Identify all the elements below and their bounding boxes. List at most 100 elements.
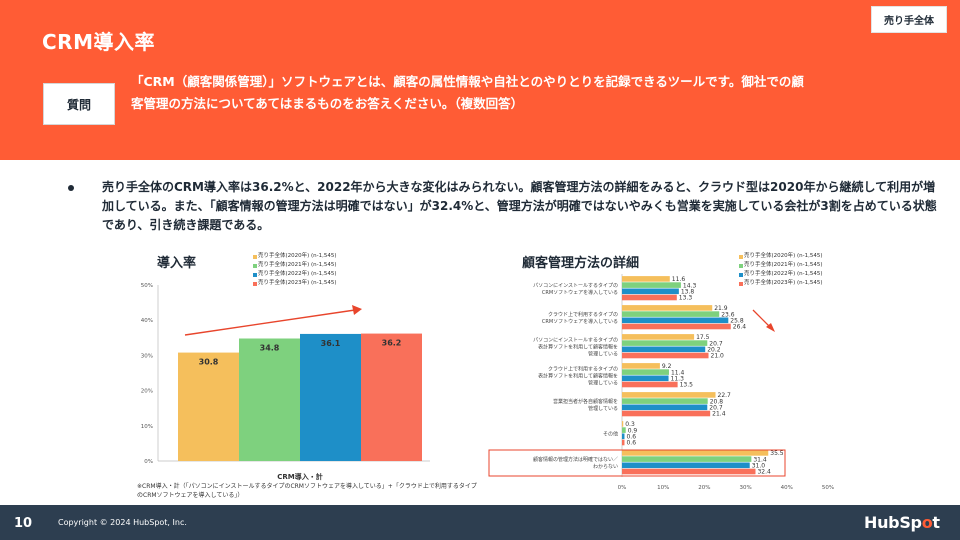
legend-label: 売り手全体(2023年) (n-1,545) bbox=[744, 280, 823, 286]
category-label: CRMソフトウェアを導入している bbox=[542, 318, 618, 325]
category-label: 管理している bbox=[588, 380, 618, 387]
x-tick-label: 30% bbox=[739, 485, 751, 491]
legend-item: 売り手全体(2022年) (n-1,545) bbox=[253, 270, 337, 279]
page-title: CRM導入率 bbox=[42, 30, 155, 54]
category-label: 顧客情報の管理方法は明確ではない／ bbox=[533, 456, 618, 463]
data-label: 36.2 bbox=[382, 339, 402, 348]
legend-swatch bbox=[739, 272, 743, 277]
logo-text-end: t bbox=[932, 513, 940, 532]
legend-label: 売り手全体(2022年) (n-1,545) bbox=[744, 271, 823, 277]
bar-1-2 bbox=[622, 282, 681, 288]
legend-item: 売り手全体(2021年) (n-1,545) bbox=[253, 261, 337, 270]
bar-5-4 bbox=[622, 410, 711, 417]
adoption-legend: 売り手全体(2020年) (n-1,545) 売り手全体(2021年) (n-1… bbox=[253, 252, 337, 288]
header-banner bbox=[0, 0, 960, 160]
data-label: 0.6 bbox=[626, 440, 636, 447]
legend-label: 売り手全体(2021年) (n-1,545) bbox=[744, 262, 823, 268]
data-label: 22.7 bbox=[718, 392, 732, 399]
bar-7-4 bbox=[622, 468, 756, 475]
data-label: 20.8 bbox=[710, 398, 724, 405]
bar-1-1 bbox=[622, 276, 670, 282]
data-label: 35.5 bbox=[770, 450, 784, 457]
legend-swatch bbox=[253, 254, 257, 259]
x-tick-label: 0% bbox=[618, 485, 627, 491]
category-label: 表計算ソフトを利用して顧客情報を bbox=[538, 344, 618, 351]
legend-swatch bbox=[253, 272, 257, 277]
category-label: クラウド上で利用するタイプの bbox=[548, 366, 618, 373]
method-chart: 0% 10% 20% 30% 40% 50% 11.614.313.813.3 パソコンにイン… bbox=[488, 274, 834, 491]
adoption-chart: 0% 10% 20% 30% 40% 50% 30.8 34.8 36.1 36.2 CRM導入・計 bbox=[141, 283, 430, 481]
category-label: パソコンにインストールするタイプの bbox=[533, 282, 618, 289]
data-label: 14.3 bbox=[683, 282, 697, 289]
legend-swatch bbox=[739, 263, 743, 268]
x-axis-label: CRM導入・計 bbox=[277, 472, 323, 481]
trend-arrow bbox=[752, 309, 772, 329]
legend-item: 売り手全体(2023年) (n-1,545) bbox=[253, 279, 337, 288]
legend-label: 売り手全体(2021年) (n-1,545) bbox=[258, 262, 337, 268]
legend-swatch bbox=[253, 281, 257, 286]
data-label: 13.5 bbox=[680, 382, 694, 389]
bar-6-2 bbox=[622, 427, 626, 433]
y-tick-label: 30% bbox=[141, 353, 153, 359]
bar-5-2 bbox=[622, 398, 708, 404]
data-label: 0.6 bbox=[626, 434, 636, 441]
bar-3-1 bbox=[622, 334, 695, 340]
bullet-icon bbox=[68, 185, 74, 191]
legend-label: 売り手全体(2020年) (n-1,545) bbox=[744, 253, 823, 259]
data-label: 13.3 bbox=[679, 295, 693, 302]
data-label: 9.2 bbox=[662, 363, 672, 370]
category-label: 管理している bbox=[588, 351, 618, 358]
page-number: 10 bbox=[14, 516, 33, 531]
bar-1-4 bbox=[622, 294, 677, 301]
category-label: 表計算ソフトを利用して顧客情報を bbox=[538, 373, 618, 380]
data-label: 11.3 bbox=[671, 376, 685, 383]
bar-4-3 bbox=[622, 375, 669, 382]
data-label: 31.0 bbox=[752, 463, 766, 470]
bar-2-1 bbox=[622, 305, 713, 311]
bar-2-3 bbox=[622, 317, 729, 324]
category-label: その他 bbox=[603, 431, 618, 438]
hubspot-logo: HubSpot bbox=[864, 513, 940, 532]
x-tick-label: 20% bbox=[698, 485, 710, 491]
y-tick-label: 0% bbox=[144, 459, 153, 465]
data-label: 0.9 bbox=[628, 427, 638, 434]
data-label: 21.0 bbox=[711, 353, 725, 360]
data-label: 11.4 bbox=[671, 369, 685, 376]
bar-6-3 bbox=[622, 433, 625, 440]
x-tick-label: 40% bbox=[781, 485, 793, 491]
data-label: 11.6 bbox=[672, 276, 686, 283]
bar-2-4 bbox=[622, 323, 731, 330]
y-tick-label: 20% bbox=[141, 389, 153, 395]
bar-2-2 bbox=[622, 311, 720, 317]
x-tick-label: 10% bbox=[657, 485, 669, 491]
data-label: 20.2 bbox=[707, 347, 721, 354]
bar-7-1 bbox=[622, 450, 769, 456]
trend-arrow-head bbox=[766, 323, 775, 332]
trend-arrow-head bbox=[352, 305, 362, 315]
bar-5-1 bbox=[622, 392, 716, 398]
method-legend: 売り手全体(2020年) (n-1,545) 売り手全体(2021年) (n-1… bbox=[739, 252, 823, 288]
bar-1-3 bbox=[622, 288, 679, 295]
bar-4-1 bbox=[622, 363, 660, 369]
data-label: 23.6 bbox=[721, 311, 735, 318]
category-label: パソコンにインストールするタイプの bbox=[533, 337, 618, 344]
copyright-text: Copyright © 2024 HubSpot, Inc. bbox=[58, 518, 187, 527]
bar-3-4 bbox=[622, 352, 709, 359]
category-label: クラウド上で利用するタイプの bbox=[548, 311, 618, 318]
data-label: 20.7 bbox=[709, 340, 723, 347]
highlight-box bbox=[488, 449, 786, 477]
category-label: わからない bbox=[593, 463, 618, 470]
y-tick-label: 40% bbox=[141, 318, 153, 324]
data-label: 32.4 bbox=[757, 469, 771, 476]
data-label: 30.8 bbox=[199, 358, 219, 367]
bar-1 bbox=[178, 352, 239, 461]
category-label: CRMソフトウェアを導入している bbox=[542, 289, 618, 296]
data-label: 20.7 bbox=[709, 405, 723, 412]
logo-text-start: HubSp bbox=[864, 513, 922, 532]
question-label: 質問 bbox=[43, 83, 115, 125]
legend-item: 売り手全体(2020年) (n-1,545) bbox=[739, 252, 823, 261]
trend-arrow bbox=[184, 309, 356, 336]
legend-swatch bbox=[739, 254, 743, 259]
method-chart-title: 顧客管理方法の詳細 bbox=[522, 256, 640, 271]
bar-7-3 bbox=[622, 462, 750, 469]
